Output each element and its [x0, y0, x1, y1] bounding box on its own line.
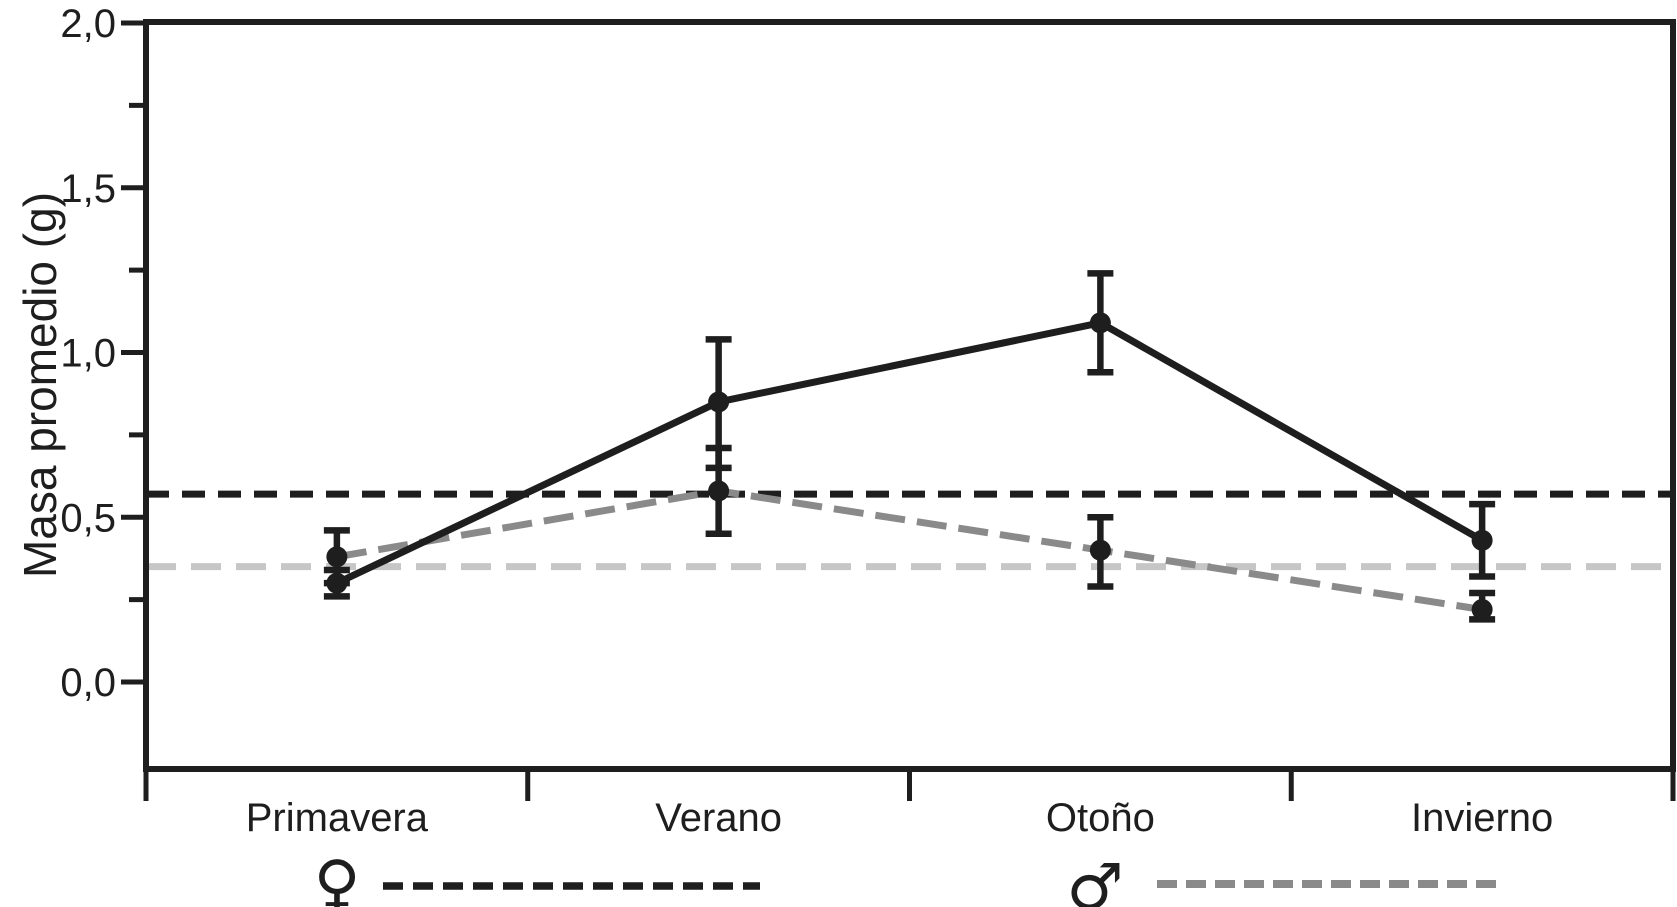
male-series-line — [336, 487, 1483, 613]
data-point-male-3 — [1471, 599, 1493, 621]
data-point-female-3 — [1471, 529, 1493, 551]
data-point-male-0 — [326, 546, 348, 568]
x-tick-label-1: Primavera — [246, 796, 429, 840]
y-tick-label: 0,0 — [60, 661, 116, 705]
y-tick-label: 1,5 — [60, 167, 116, 211]
y-tick-label: 0,5 — [60, 496, 116, 540]
data-point-female-0 — [326, 572, 348, 594]
x-tick-label-4: Invierno — [1411, 796, 1553, 840]
legend-female-symbol: ♀ — [314, 848, 361, 907]
y-axis-title: Masa promedio (g) — [14, 192, 66, 578]
data-point-female-1 — [708, 391, 730, 413]
x-tick-label-3: Otoño — [1046, 796, 1155, 840]
data-point-female-2 — [1089, 312, 1111, 334]
x-tick-label-2: Verano — [655, 796, 782, 840]
y-tick-label: 2,0 — [60, 2, 116, 46]
data-point-male-1 — [708, 480, 730, 502]
legend-male-symbol: ♂ — [1066, 851, 1123, 907]
data-point-male-2 — [1089, 539, 1111, 561]
plot-frame — [143, 19, 1676, 772]
female-series-line — [335, 319, 1484, 587]
y-tick-label: 1,0 — [60, 332, 116, 376]
